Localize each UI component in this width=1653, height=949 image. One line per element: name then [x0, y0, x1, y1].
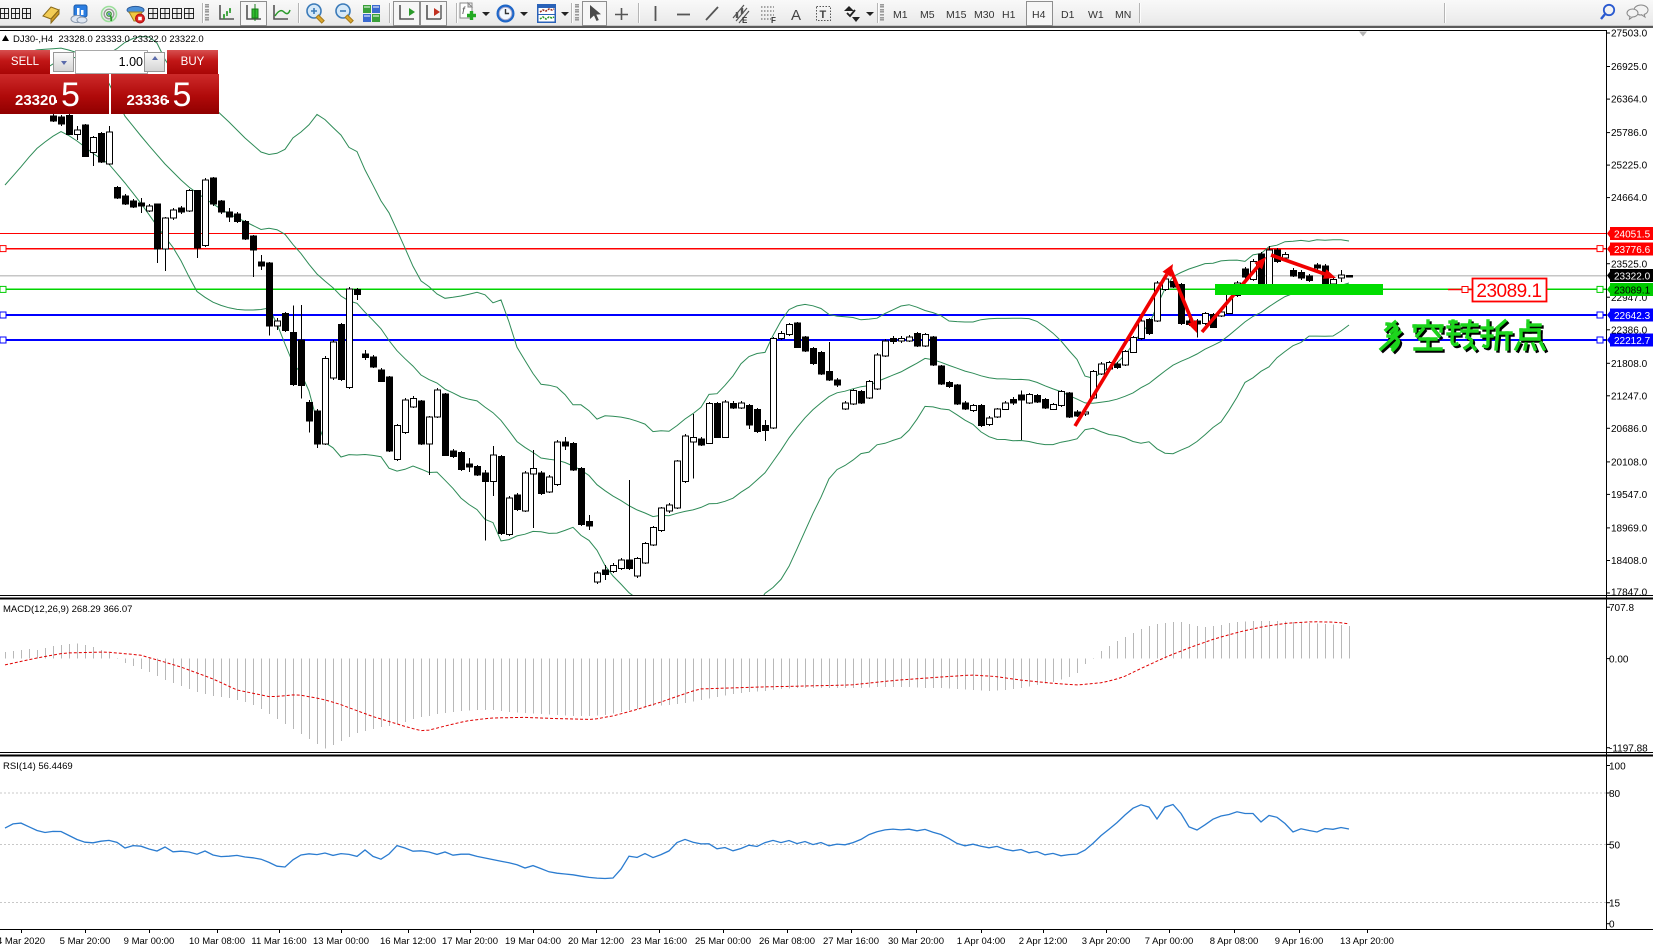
svg-text:26925.0: 26925.0 [1611, 62, 1648, 73]
svg-text:20108.0: 20108.0 [1611, 458, 1648, 469]
svg-text:22947.0: 22947.0 [1611, 293, 1648, 304]
svg-text:f: f [462, 6, 466, 17]
svg-text:16 Mar 12:00: 16 Mar 12:00 [380, 936, 436, 947]
svg-text:25225.0: 25225.0 [1611, 161, 1648, 172]
svg-text:27503.0: 27503.0 [1611, 29, 1648, 40]
svg-text:20686.0: 20686.0 [1611, 424, 1648, 435]
svg-text:15: 15 [1609, 899, 1621, 910]
svg-text:4 Mar 2020: 4 Mar 2020 [0, 936, 45, 947]
svg-text:18969.0: 18969.0 [1611, 524, 1648, 535]
svg-text:9 Apr 16:00: 9 Apr 16:00 [1275, 936, 1324, 947]
svg-text:1 Apr 04:00: 1 Apr 04:00 [957, 936, 1006, 947]
svg-text:23089.1: 23089.1 [1614, 285, 1651, 296]
svg-text:707.8: 707.8 [1609, 603, 1634, 614]
svg-text:23525.0: 23525.0 [1611, 259, 1648, 270]
svg-text:19 Mar 04:00: 19 Mar 04:00 [505, 936, 561, 947]
svg-text:W1: W1 [1088, 9, 1104, 21]
svg-text:80: 80 [1609, 789, 1621, 800]
svg-text:18408.0: 18408.0 [1611, 556, 1648, 567]
svg-text:11 Mar 16:00: 11 Mar 16:00 [251, 936, 306, 947]
svg-text:0: 0 [1609, 920, 1615, 931]
svg-text:23322.0: 23322.0 [1614, 271, 1651, 282]
svg-text:13 Mar 00:00: 13 Mar 00:00 [313, 936, 369, 947]
svg-text:30 Mar 20:00: 30 Mar 20:00 [888, 936, 944, 947]
svg-text:3 Apr 20:00: 3 Apr 20:00 [1082, 936, 1131, 947]
svg-text:7 Apr 00:00: 7 Apr 00:00 [1145, 936, 1194, 947]
svg-text:26 Mar 08:00: 26 Mar 08:00 [759, 936, 815, 947]
svg-text:M1: M1 [893, 9, 908, 21]
svg-text:22386.0: 22386.0 [1611, 325, 1648, 336]
svg-text:24051.5: 24051.5 [1614, 229, 1651, 240]
svg-text:E: E [742, 16, 748, 25]
svg-text:D1: D1 [1061, 9, 1075, 21]
svg-text:2 Apr 12:00: 2 Apr 12:00 [1019, 936, 1068, 947]
svg-text:23776.6: 23776.6 [1614, 245, 1651, 256]
svg-text:A: A [791, 7, 801, 24]
svg-text:22212.7: 22212.7 [1614, 336, 1651, 347]
svg-text:F: F [771, 16, 776, 25]
svg-text:17847.0: 17847.0 [1611, 588, 1648, 599]
svg-text:23 Mar 16:00: 23 Mar 16:00 [631, 936, 687, 947]
svg-text:H4: H4 [1032, 9, 1046, 21]
svg-text:H1: H1 [1002, 9, 1016, 21]
svg-text:24664.0: 24664.0 [1611, 193, 1648, 204]
svg-text:13 Apr 20:00: 13 Apr 20:00 [1340, 936, 1394, 947]
svg-text:8 Apr 08:00: 8 Apr 08:00 [1210, 936, 1259, 947]
svg-text:22642.3: 22642.3 [1614, 311, 1651, 322]
svg-text:50: 50 [1609, 840, 1621, 851]
svg-text:100: 100 [1609, 761, 1626, 772]
svg-text:DJ30-,H4 23328.0 23333.0 2332: DJ30-,H4 23328.0 23333.0 23322.0 23322.0 [13, 34, 204, 45]
svg-text:25 Mar 00:00: 25 Mar 00:00 [695, 936, 751, 947]
svg-text:MN: MN [1115, 9, 1131, 21]
svg-text:25786.0: 25786.0 [1611, 128, 1648, 139]
svg-text:MACD(12,26,9) 268.29 366.07: MACD(12,26,9) 268.29 366.07 [3, 604, 132, 615]
svg-text:RSI(14) 56.4469: RSI(14) 56.4469 [3, 761, 73, 772]
svg-text:0.00: 0.00 [1609, 655, 1629, 666]
svg-text:21808.0: 21808.0 [1611, 359, 1648, 370]
svg-text:10 Mar 08:00: 10 Mar 08:00 [189, 936, 245, 947]
svg-text:M15: M15 [946, 9, 967, 21]
svg-text:27 Mar 16:00: 27 Mar 16:00 [823, 936, 879, 947]
svg-text:T: T [820, 9, 827, 21]
svg-text:17 Mar 20:00: 17 Mar 20:00 [442, 936, 498, 947]
svg-text:26364.0: 26364.0 [1611, 95, 1648, 106]
svg-text:M30: M30 [974, 9, 995, 21]
svg-text:23089.1: 23089.1 [1476, 281, 1541, 302]
svg-text:M5: M5 [920, 9, 935, 21]
svg-text:5 Mar 20:00: 5 Mar 20:00 [60, 936, 111, 947]
svg-text:9 Mar 00:00: 9 Mar 00:00 [124, 936, 175, 947]
svg-text:19547.0: 19547.0 [1611, 490, 1648, 501]
svg-text:21247.0: 21247.0 [1611, 391, 1648, 402]
svg-text:20 Mar 12:00: 20 Mar 12:00 [568, 936, 624, 947]
svg-text:-1197.88: -1197.88 [1609, 744, 1648, 755]
